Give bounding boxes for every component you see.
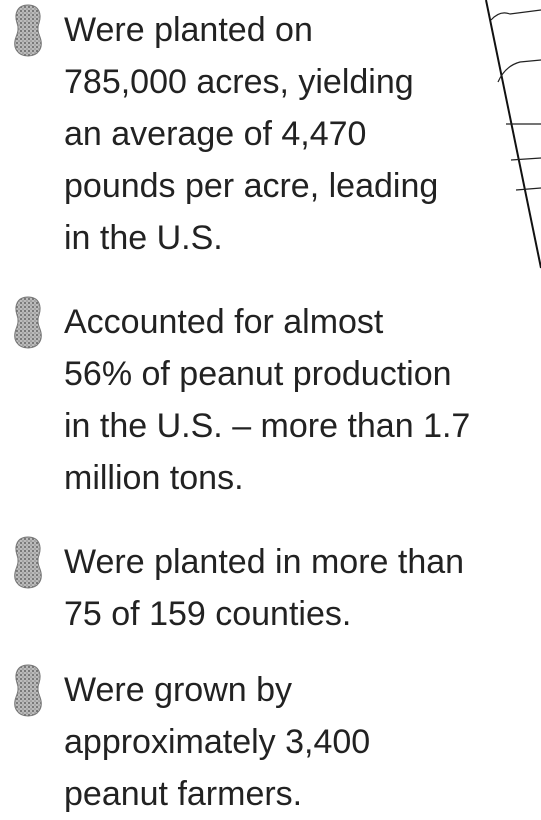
fact-text: pounds per acre, leading	[64, 167, 439, 205]
fact-text: 785,000 acres, yielding	[64, 63, 414, 101]
fact-text: Were planted on	[64, 11, 313, 49]
fact-text: in the U.S.	[64, 219, 223, 257]
fact-text: peanut farmers.	[64, 775, 303, 813]
fact-text: 75 of 159 counties.	[64, 595, 352, 633]
fact-text: an average of 4,470	[64, 115, 367, 153]
peanut-icon	[8, 2, 48, 58]
peanut-icon	[8, 662, 48, 718]
fact-text: approximately 3,400	[64, 723, 371, 761]
fact-text: Were planted in more than	[64, 543, 465, 581]
fact-text: in the U.S. – more than 1.7	[64, 407, 471, 445]
fact-text: million tons.	[64, 459, 244, 497]
fact-text: Were grown by	[64, 671, 293, 709]
fact-text: 56% of peanut production	[64, 355, 452, 393]
peanut-icon	[8, 294, 48, 350]
peanut-icon	[8, 534, 48, 590]
fact-text: Accounted for almost	[64, 303, 384, 341]
